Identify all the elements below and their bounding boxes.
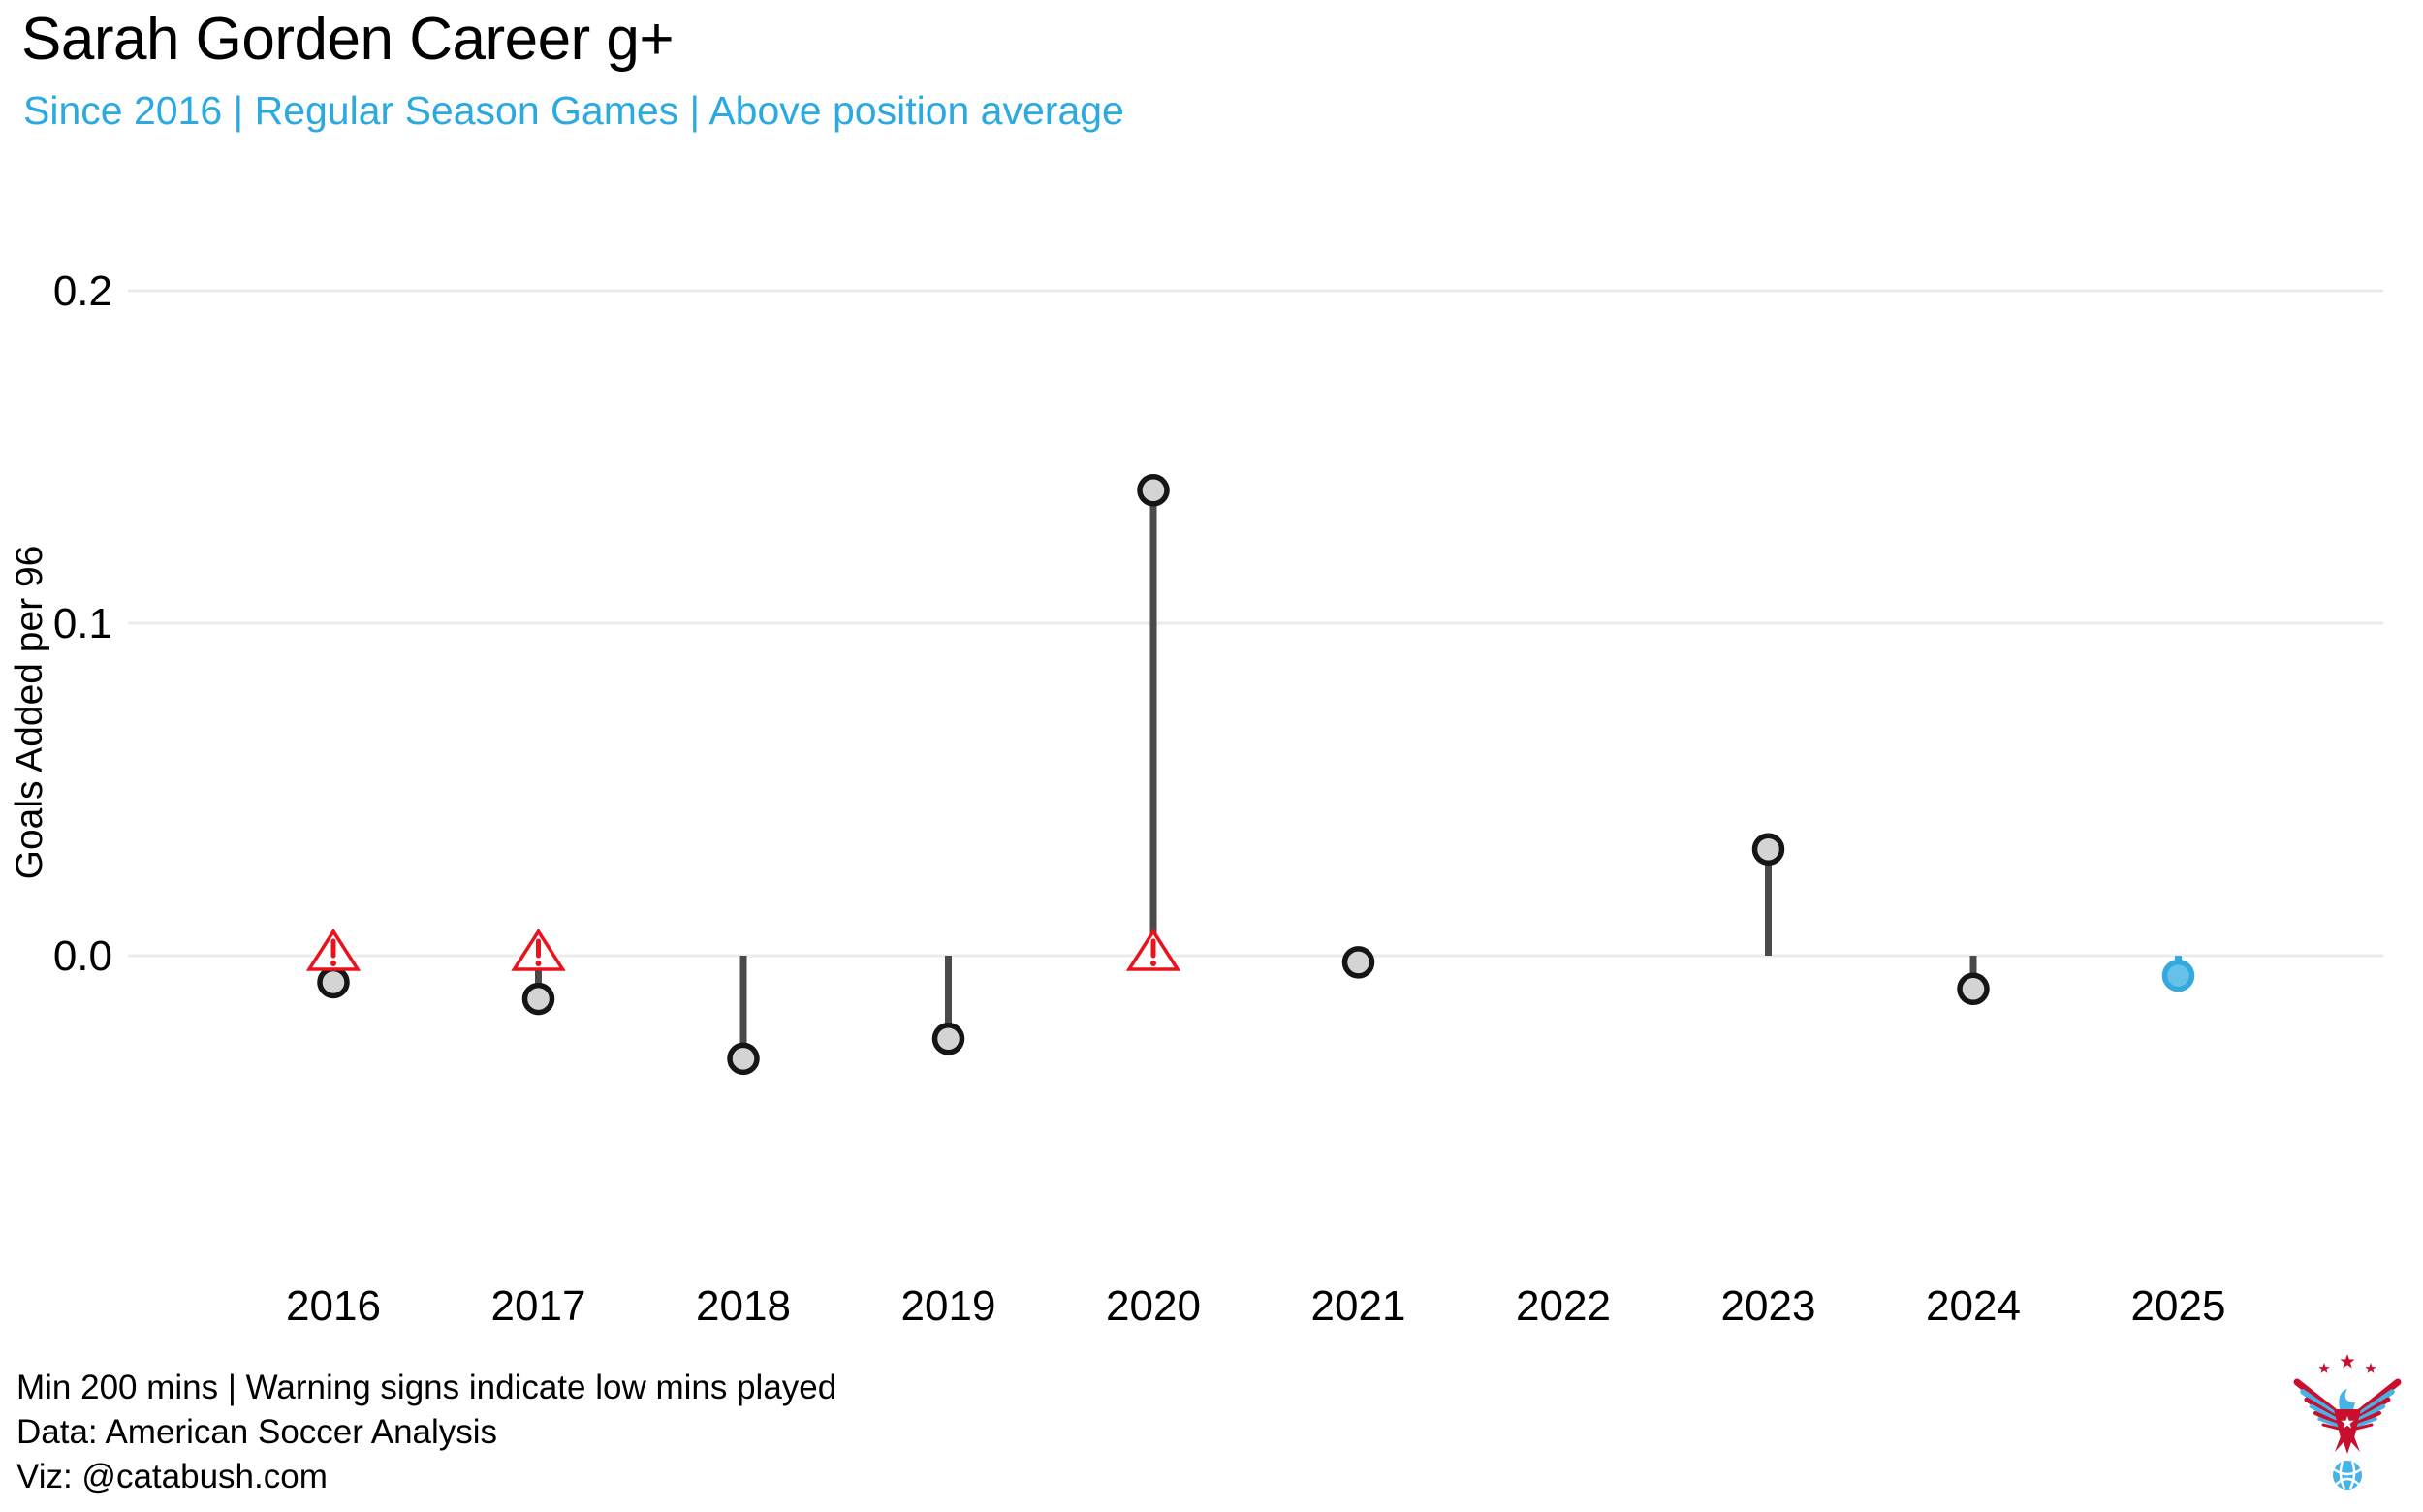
x-tick-label: 2018 [696, 1282, 791, 1330]
data-point-2017 [521, 982, 555, 1016]
data-point-2023 [1751, 833, 1785, 866]
y-tick-label: 0.0 [53, 932, 112, 980]
data-point-2019 [931, 1023, 965, 1055]
logo-chest-star [2341, 1416, 2354, 1429]
x-tick-label: 2021 [1311, 1282, 1406, 1330]
x-tick-label: 2023 [1721, 1282, 1816, 1330]
logo-star-center [2340, 1354, 2355, 1369]
warning-exclamation-dot [330, 961, 336, 966]
x-tick-label: 2020 [1106, 1282, 1201, 1330]
x-tick-label: 2016 [286, 1282, 381, 1330]
warning-exclamation-dot [535, 961, 542, 966]
logo-tail-feathers [2335, 1436, 2360, 1454]
data-point-2018 [727, 1042, 760, 1076]
x-tick-label: 2024 [1926, 1282, 2021, 1330]
logo-soccer-ball [2333, 1461, 2362, 1490]
footnote-viz-credit: Viz: @catabush.com [16, 1458, 328, 1496]
data-point-2020 [1137, 474, 1170, 507]
y-tick-label: 0.1 [53, 600, 112, 647]
x-tick-label: 2025 [2131, 1282, 2226, 1330]
logo-eagle-head [2339, 1389, 2355, 1414]
data-point-2025 [2161, 959, 2195, 992]
logo-stars [2318, 1354, 2376, 1373]
x-tick-label: 2017 [491, 1282, 586, 1330]
x-tick-label: 2019 [901, 1282, 996, 1330]
footnote-min-minutes: Min 200 mins | Warning signs indicate lo… [16, 1369, 837, 1406]
x-tick-label: 2022 [1516, 1282, 1611, 1330]
footnotes: Min 200 mins | Warning signs indicate lo… [16, 1366, 836, 1499]
data-point-2016 [317, 965, 350, 999]
logo-ball-seams [2333, 1461, 2362, 1490]
data-point-2021 [1341, 946, 1375, 979]
chart-subtitle: Since 2016 | Regular Season Games | Abov… [23, 88, 1124, 133]
asa-eagle-logo [2293, 1354, 2402, 1490]
chart-title: Sarah Gorden Career g+ [21, 6, 675, 73]
y-tick-label: 0.2 [53, 268, 112, 315]
footnote-data-source: Data: American Soccer Analysis [16, 1413, 498, 1451]
logo-star-right [2365, 1363, 2376, 1373]
data-point-2024 [1957, 972, 1990, 1006]
warning-exclamation-dot [1150, 961, 1156, 966]
logo-star-left [2318, 1363, 2330, 1373]
